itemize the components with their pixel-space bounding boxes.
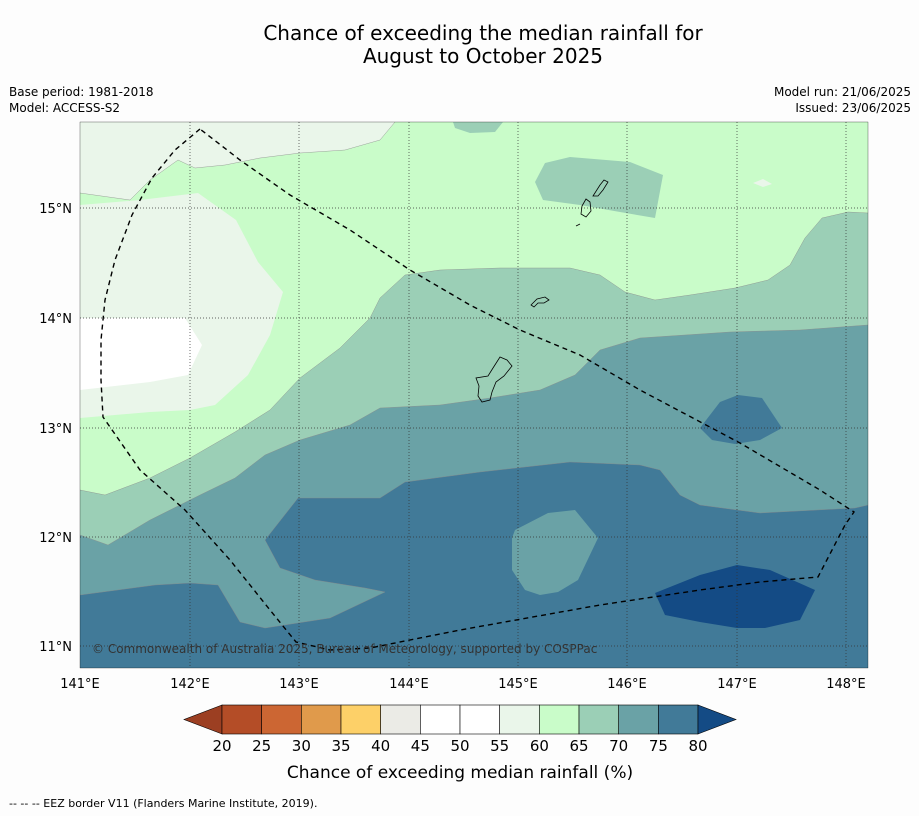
band-50-55 bbox=[80, 318, 202, 390]
colorbar-cell bbox=[618, 704, 659, 735]
lon-tick-labels: 141°E 142°E 143°E 144°E 145°E 146°E 147°… bbox=[60, 677, 866, 692]
colorbar-cell bbox=[459, 704, 500, 735]
colorbar-cell bbox=[499, 704, 540, 735]
lon-tick-144: 144°E bbox=[389, 677, 429, 692]
colorbar-tick-label: 80 bbox=[688, 737, 707, 755]
colorbar-cell bbox=[261, 704, 302, 735]
colorbar-tick-label: 20 bbox=[212, 737, 231, 755]
contour-fill-layer bbox=[80, 122, 868, 668]
colorbar-cell bbox=[420, 704, 461, 735]
colorbar-cell bbox=[578, 704, 620, 735]
colorbar-title: Chance of exceeding median rainfall (%) bbox=[287, 763, 633, 783]
band-60-65 bbox=[80, 122, 868, 495]
graticule bbox=[80, 122, 868, 668]
colorbar-tick-label: 45 bbox=[411, 737, 430, 755]
colorbar-tick-label: 30 bbox=[292, 737, 311, 755]
colorbar-tick-label: 55 bbox=[490, 737, 509, 755]
map-frame bbox=[79, 121, 869, 669]
colorbar-cell bbox=[340, 704, 381, 735]
eez-border bbox=[100, 128, 855, 651]
colorbar-cell bbox=[301, 704, 342, 735]
colorbar-tick-label: 60 bbox=[530, 737, 549, 755]
patch-75-80-east bbox=[700, 395, 782, 444]
colorbar: 20 25 30 35 40 45 50 55 60 65 70 75 80 Chance of exc… bbox=[183, 704, 737, 783]
lat-tick-14: 14°N bbox=[39, 312, 72, 327]
patch-65-70-northeast bbox=[535, 157, 663, 218]
colorbar-cell bbox=[380, 704, 421, 735]
lat-tick-13: 13°N bbox=[39, 422, 72, 437]
copyright-text: © Commonwealth of Australia 2025, Bureau… bbox=[92, 642, 597, 656]
patch-70-75-north bbox=[453, 122, 503, 133]
lon-tick-146: 146°E bbox=[607, 677, 647, 692]
model-run: Model run: 21/06/2025 bbox=[773, 85, 911, 99]
islands bbox=[475, 179, 609, 403]
lon-tick-141: 141°E bbox=[60, 677, 100, 692]
colorbar-tick-label: 75 bbox=[649, 737, 668, 755]
meta-right: Model run: 21/06/2025 Issued: 23/06/2025 bbox=[774, 84, 911, 116]
lon-tick-148: 148°E bbox=[826, 677, 866, 692]
colorbar-tick-label: 40 bbox=[371, 737, 390, 755]
title-line-1: Chance of exceeding the median rainfall … bbox=[263, 21, 703, 45]
aguijan-island bbox=[575, 223, 581, 227]
tinian-island bbox=[580, 198, 592, 218]
issued-date: Issued: 23/06/2025 bbox=[795, 101, 911, 115]
lon-tick-147: 147°E bbox=[717, 677, 757, 692]
lat-tick-labels: 15°N 14°N 13°N 12°N 11°N bbox=[39, 202, 72, 655]
rota-island bbox=[530, 296, 550, 308]
saipan-island bbox=[592, 179, 609, 197]
colorbar-cell bbox=[658, 704, 699, 735]
base-period: Base period: 1981-2018 bbox=[9, 85, 154, 99]
lon-tick-143: 143°E bbox=[279, 677, 319, 692]
model-name: Model: ACCESS-S2 bbox=[9, 101, 121, 115]
lon-tick-145: 145°E bbox=[498, 677, 538, 692]
lat-tick-12: 12°N bbox=[39, 531, 72, 546]
guam-island bbox=[475, 356, 513, 403]
colorbar-cell bbox=[221, 704, 262, 735]
colorbar-tick-label: 65 bbox=[569, 737, 588, 755]
band-55-60 bbox=[80, 122, 395, 200]
eez-note: -- -- -- EEZ border V11 (Flanders Marine… bbox=[9, 797, 318, 810]
colorbar-over-arrow bbox=[697, 704, 737, 735]
meta-left: Base period: 1981-2018 Model: ACCESS-S2 bbox=[9, 84, 154, 116]
lon-tick-142: 142°E bbox=[170, 677, 210, 692]
colorbar-tick-label: 70 bbox=[609, 737, 628, 755]
lat-tick-11: 11°N bbox=[39, 640, 72, 655]
title-line-2: August to October 2025 bbox=[362, 44, 604, 68]
map-title: Chance of exceeding the median rainfall … bbox=[0, 22, 919, 68]
contour-lines bbox=[80, 122, 868, 629]
patch-70-75-south bbox=[512, 510, 598, 595]
colorbar-tick-label: 25 bbox=[252, 737, 271, 755]
colorbar-tick-label: 50 bbox=[450, 737, 469, 755]
colorbar-cell bbox=[539, 704, 580, 735]
patch-55-60-small bbox=[753, 179, 772, 187]
colorbar-tick-label: 35 bbox=[331, 737, 350, 755]
lat-tick-15: 15°N bbox=[39, 202, 72, 217]
colorbar-under-arrow bbox=[183, 704, 223, 735]
